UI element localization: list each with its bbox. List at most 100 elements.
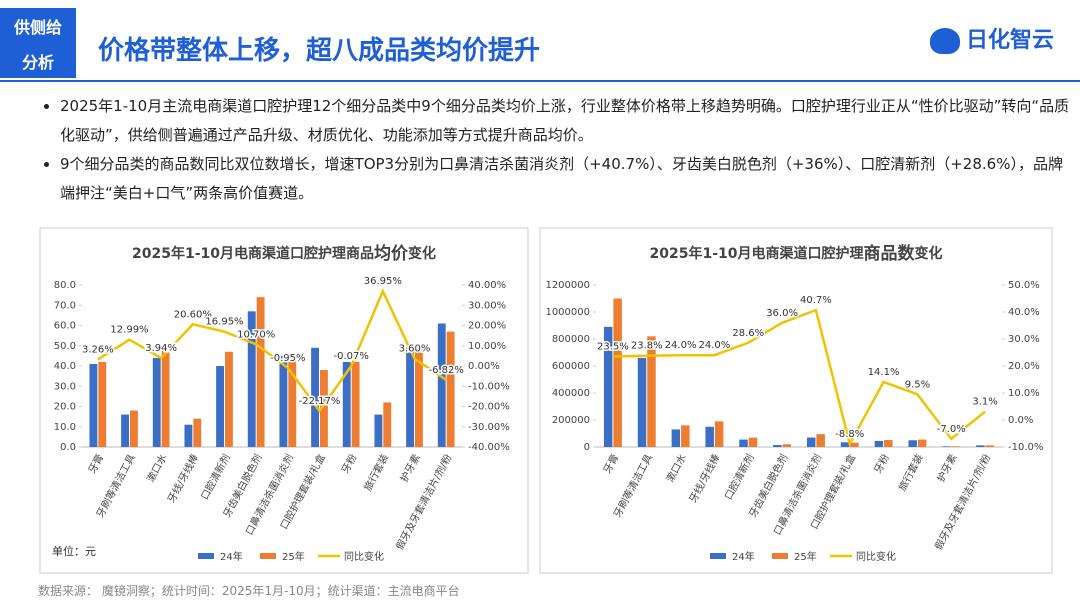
tick-label: -10.0% <box>1008 442 1043 453</box>
bar <box>739 439 748 447</box>
tick-label: -30.00% <box>468 422 510 433</box>
x-tick-label: 口腔清新剂 <box>198 452 233 502</box>
section-tag: 供侧给 分析 <box>0 8 76 78</box>
data-label: -22.17% <box>299 396 341 407</box>
data-label: 20.60% <box>174 309 212 320</box>
bar <box>247 311 256 447</box>
legend-swatch <box>772 553 788 559</box>
bar <box>121 414 129 447</box>
tick-label: 1000000 <box>545 307 590 318</box>
data-label: 9.5% <box>905 379 930 390</box>
bar <box>256 297 265 447</box>
bar <box>613 298 622 447</box>
x-tick-label: 牙粉 <box>871 452 892 476</box>
tick-label: -40.00% <box>468 442 510 453</box>
title-part: 2025年1-10月电商渠道口腔护理商品 <box>132 245 374 262</box>
data-label: 3.1% <box>972 397 997 408</box>
bar <box>89 363 98 447</box>
tick-label: 0.0 <box>60 442 76 453</box>
x-tick-label: 牙线/牙线棒 <box>686 452 723 505</box>
bar <box>884 439 893 447</box>
line-series <box>97 288 447 414</box>
bullet: 9个细分品类的商品数同比双位数增长，增速TOP3分别为口鼻清洁杀菌消炎剂（+40… <box>60 150 1070 208</box>
bar <box>647 336 656 447</box>
bar <box>446 331 455 447</box>
bar <box>288 357 297 447</box>
tick-label: 20.00% <box>468 321 506 332</box>
bar <box>748 437 758 447</box>
x-tick-label: 漱口水 <box>664 452 689 484</box>
bar <box>874 440 884 447</box>
legend-label: 24年 <box>732 550 755 563</box>
bullet: 2025年1-10月主流电商渠道口腔护理12个细分品类中9个细分品类均价上涨，行… <box>60 92 1070 150</box>
legend-swatch <box>198 553 214 559</box>
data-label: 24.0% <box>699 340 731 351</box>
data-label: 14.1% <box>868 367 900 378</box>
bar <box>976 445 985 447</box>
bar <box>279 355 288 447</box>
chart-panel <box>539 227 1053 574</box>
data-label: -8.8% <box>835 429 864 440</box>
bar <box>603 326 613 447</box>
tag-line: 分析 <box>21 52 54 72</box>
tick-label: 10.0% <box>1008 388 1040 399</box>
data-label: -6.82% <box>428 365 463 376</box>
bar <box>806 437 816 447</box>
bar <box>985 445 995 447</box>
bar <box>98 361 107 447</box>
tick-label: 50.0 <box>54 341 76 352</box>
source-note: 数据来源： 魔镜洞察；统计时间：2025年1月-10月；统计渠道：主流电商平台 <box>38 584 460 598</box>
tick-label: 20.0 <box>54 402 76 413</box>
tick-label: 600000 <box>552 361 590 372</box>
bar <box>637 357 647 447</box>
x-tick-label: 牙膏 <box>600 452 621 476</box>
x-tick-label: 牙膏 <box>85 452 106 476</box>
tick-label: -20.00% <box>468 402 510 413</box>
bar <box>816 434 825 447</box>
bar <box>705 426 714 447</box>
bullet-list: 2025年1-10月主流电商渠道口腔护理12个细分品类中9个细分品类均价上涨，行… <box>40 92 1070 208</box>
bar <box>311 347 319 447</box>
tick-label: 20.0% <box>1008 361 1040 372</box>
tick-label: 0.00% <box>468 361 500 372</box>
unit-label: 单位：元 <box>52 544 96 558</box>
data-label: 23.5% <box>597 342 629 353</box>
tick-label: -10.00% <box>468 381 510 392</box>
bar <box>437 323 446 447</box>
bar <box>161 347 170 447</box>
data-label: 16.95% <box>205 317 243 328</box>
bar <box>383 402 392 447</box>
divider <box>0 80 1080 82</box>
tick-label: 30.00% <box>468 300 506 311</box>
tick-label: 1200000 <box>545 280 590 291</box>
x-tick-label: 假牙及牙套清洁片/剂/粉 <box>932 452 994 552</box>
data-label: 3.26% <box>82 344 114 355</box>
bar <box>374 414 383 447</box>
tick-label: 0.0% <box>1008 415 1033 426</box>
data-label: 12.99% <box>110 325 148 336</box>
legend-swatch <box>260 553 276 559</box>
data-label: 3.94% <box>145 343 177 354</box>
tick-label: 10.0 <box>54 422 76 433</box>
legend-label: 25年 <box>794 550 817 563</box>
tick-label: 50.0% <box>1008 280 1040 291</box>
data-label: -7.0% <box>937 424 966 435</box>
tick-label: 40.00% <box>468 280 506 291</box>
legend-label: 同比变化 <box>856 550 896 563</box>
data-label: 3.60% <box>399 344 431 355</box>
bar <box>406 347 414 447</box>
tick-label: 0 <box>584 442 590 453</box>
bar <box>714 421 724 447</box>
bar <box>840 442 850 447</box>
tick-label: 200000 <box>552 415 590 426</box>
title-part: 变化 <box>915 245 943 262</box>
tick-label: 800000 <box>552 334 590 345</box>
x-tick-label: 护牙素 <box>397 452 423 485</box>
tick-label: 40.0 <box>54 361 76 372</box>
x-tick-label: 口腔清新剂 <box>722 452 757 502</box>
data-label: -0.07% <box>333 351 368 362</box>
title-part: 变化 <box>408 245 436 262</box>
bar <box>130 410 138 447</box>
tick-label: 40.0% <box>1008 307 1040 318</box>
